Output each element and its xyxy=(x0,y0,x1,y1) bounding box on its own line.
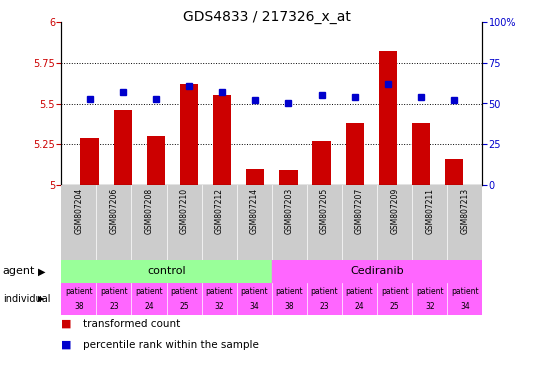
Text: GSM807212: GSM807212 xyxy=(215,188,224,234)
Text: patient: patient xyxy=(65,288,93,296)
Text: patient: patient xyxy=(346,288,373,296)
Text: transformed count: transformed count xyxy=(83,319,180,329)
Text: patient: patient xyxy=(311,288,338,296)
Bar xyxy=(272,260,482,283)
Text: 32: 32 xyxy=(214,303,224,311)
Text: GSM807211: GSM807211 xyxy=(425,188,434,234)
Text: Cediranib: Cediranib xyxy=(350,266,404,276)
Text: patient: patient xyxy=(240,288,268,296)
Bar xyxy=(114,110,132,185)
Text: GSM807207: GSM807207 xyxy=(355,188,364,234)
Bar xyxy=(61,260,272,283)
Text: 38: 38 xyxy=(74,303,84,311)
Text: patient: patient xyxy=(416,288,443,296)
Bar xyxy=(412,123,430,185)
Text: ■: ■ xyxy=(61,319,72,329)
Bar xyxy=(80,138,99,185)
Text: ▶: ▶ xyxy=(38,295,45,303)
Text: agent: agent xyxy=(3,266,35,276)
Bar xyxy=(312,141,330,185)
Text: patient: patient xyxy=(135,288,163,296)
Text: GSM807205: GSM807205 xyxy=(320,188,329,234)
Text: percentile rank within the sample: percentile rank within the sample xyxy=(83,340,259,350)
Text: ■: ■ xyxy=(61,340,72,350)
Bar xyxy=(345,123,364,185)
Text: GSM807203: GSM807203 xyxy=(285,188,294,234)
Text: control: control xyxy=(147,266,186,276)
Bar xyxy=(279,170,297,185)
Text: 23: 23 xyxy=(109,303,119,311)
Bar xyxy=(180,84,198,185)
Bar xyxy=(445,159,463,185)
Bar xyxy=(246,169,264,185)
Text: individual: individual xyxy=(3,294,50,304)
Text: 34: 34 xyxy=(249,303,259,311)
Bar xyxy=(213,95,231,185)
Text: GSM807209: GSM807209 xyxy=(390,188,399,234)
Text: 24: 24 xyxy=(355,303,365,311)
Bar xyxy=(379,51,397,185)
Text: GSM807204: GSM807204 xyxy=(74,188,83,234)
Text: 34: 34 xyxy=(460,303,470,311)
Text: 25: 25 xyxy=(390,303,399,311)
Text: patient: patient xyxy=(205,288,233,296)
Text: GSM807213: GSM807213 xyxy=(461,188,470,234)
Text: patient: patient xyxy=(276,288,303,296)
Text: 32: 32 xyxy=(425,303,434,311)
Text: GSM807214: GSM807214 xyxy=(250,188,259,234)
Text: GSM807206: GSM807206 xyxy=(109,188,118,234)
Text: 38: 38 xyxy=(285,303,294,311)
Text: patient: patient xyxy=(451,288,479,296)
Text: patient: patient xyxy=(381,288,408,296)
Text: GSM807210: GSM807210 xyxy=(180,188,189,234)
Text: 23: 23 xyxy=(320,303,329,311)
Text: GSM807208: GSM807208 xyxy=(144,188,154,234)
Text: patient: patient xyxy=(100,288,128,296)
Text: 25: 25 xyxy=(179,303,189,311)
Text: ▶: ▶ xyxy=(38,266,46,276)
Text: patient: patient xyxy=(171,288,198,296)
Text: GDS4833 / 217326_x_at: GDS4833 / 217326_x_at xyxy=(183,10,350,23)
Text: 24: 24 xyxy=(144,303,154,311)
Bar xyxy=(147,136,165,185)
